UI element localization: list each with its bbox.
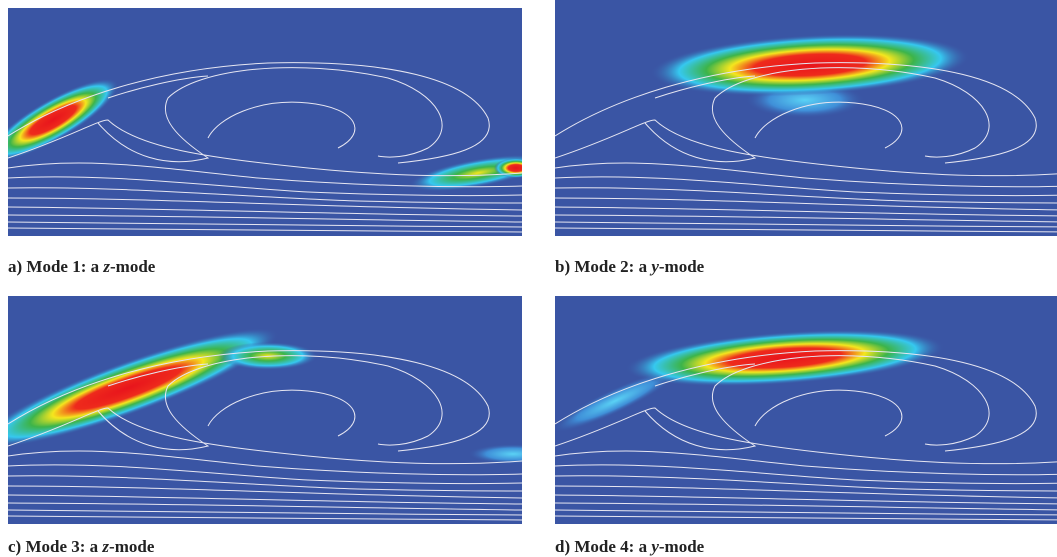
caption-text: d) Mode 4: a: [555, 537, 652, 556]
panel-c: [8, 296, 522, 524]
caption-text: c) Mode 3: a: [8, 537, 103, 556]
caption-text: b) Mode 2: a: [555, 257, 652, 276]
caption-mode: z: [102, 537, 110, 556]
caption-b: b) Mode 2: a y-mode: [555, 257, 704, 277]
caption-mode: z: [103, 257, 110, 276]
caption-d: d) Mode 4: a y-mode: [555, 537, 704, 557]
panel-b: [555, 0, 1057, 236]
caption-text: -mode: [109, 537, 155, 556]
caption-text: -mode: [658, 537, 705, 556]
caption-text: -mode: [110, 257, 156, 276]
panel-d: [555, 296, 1057, 524]
caption-text: a) Mode 1: a: [8, 257, 104, 276]
caption-a: a) Mode 1: a z-mode: [8, 257, 155, 277]
caption-c: c) Mode 3: a z-mode: [8, 537, 154, 557]
caption-mode: y: [651, 257, 659, 276]
panel-a: [8, 8, 522, 236]
caption-text: -mode: [658, 257, 705, 276]
caption-mode: y: [651, 537, 659, 556]
